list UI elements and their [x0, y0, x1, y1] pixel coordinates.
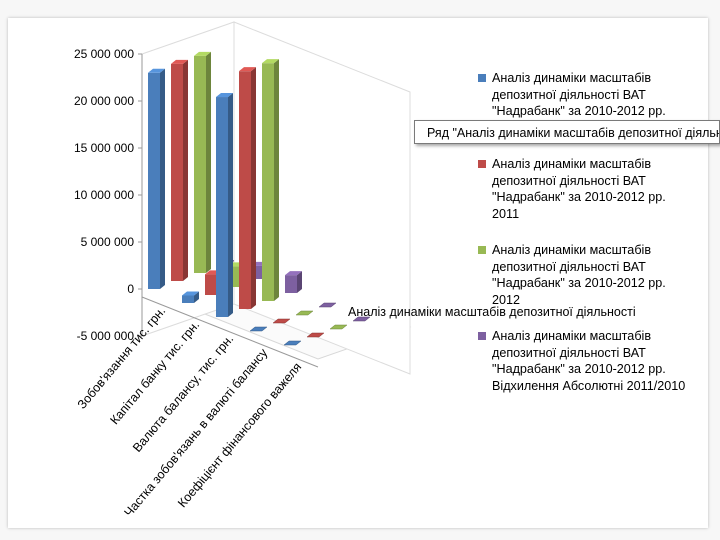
bar-s2-c0 [194, 51, 211, 273]
legend-item-deviation[interactable]: Аналіз динаміки масштабів депозитної дія… [476, 328, 696, 394]
bar-side [194, 291, 199, 303]
bar-side [251, 67, 256, 310]
bar-front [194, 55, 206, 273]
x-axis-line [141, 296, 319, 368]
bar-front [171, 63, 183, 281]
bar-top [239, 67, 256, 72]
y-tick-label: 25 000 000 [74, 47, 134, 61]
bar-front [182, 295, 194, 303]
bar-side [206, 51, 211, 273]
y-tick-label: -5 000 000 [77, 329, 135, 343]
bar-s3-c4 [352, 316, 371, 322]
bar-s3-c2 [285, 271, 302, 293]
bar-flat-marker [249, 326, 268, 332]
bar-side [228, 93, 233, 317]
depth-axis-label: Аналіз динаміки масштабів депозитної дія… [348, 305, 636, 319]
legend-swatch-purple [478, 332, 486, 340]
bar-s1-c4 [306, 332, 325, 338]
bar-side [160, 68, 165, 289]
bar-s0-c4 [283, 340, 302, 346]
bar-s0-c2 [216, 93, 233, 317]
bar-top [194, 51, 211, 56]
bar-s0-c3 [249, 326, 268, 332]
bar-front [216, 97, 228, 317]
bar-flat-marker [283, 340, 302, 346]
bar-front [262, 63, 274, 302]
bar-top [262, 59, 279, 64]
bar-s1-c0 [171, 59, 188, 281]
bar-s0-c1 [182, 291, 199, 303]
legend-label: Аналіз динаміки масштабів депозитної дія… [492, 157, 666, 221]
bar-side [183, 59, 188, 281]
y-tick-label: 15 000 000 [74, 141, 134, 155]
bar-s1-c2 [239, 67, 256, 310]
legend-swatch-green [478, 246, 486, 254]
bar-front [205, 274, 217, 295]
bar-front [285, 275, 297, 293]
x-tick-label: Зобов'язання тис. грн. [75, 304, 169, 412]
bar-flat-marker [306, 332, 325, 338]
legend-label: Аналіз динаміки масштабів депозитної дія… [492, 329, 686, 393]
bar-top [148, 68, 165, 73]
legend-item-2011[interactable]: Аналіз динаміки масштабів депозитної дія… [476, 156, 696, 222]
bar-s2-c4 [329, 324, 348, 330]
bar-top [182, 291, 199, 296]
y-tick-label: 20 000 000 [74, 94, 134, 108]
bar-flat-marker [352, 316, 371, 322]
bar-front [148, 72, 160, 289]
bar-flat-marker [329, 324, 348, 330]
bar-side [274, 59, 279, 302]
bar-top [285, 271, 302, 276]
bar-flat-marker [318, 302, 337, 308]
bar-flat-marker [272, 318, 291, 324]
legend-item-2012[interactable]: Аналіз динаміки масштабів депозитної дія… [476, 242, 696, 308]
bar-side [297, 271, 302, 293]
bar-s1-c3 [272, 318, 291, 324]
bar-s3-c3 [318, 302, 337, 308]
legend-swatch-blue [478, 74, 486, 82]
bar-top [171, 59, 188, 64]
y-tick-label: 0 [127, 282, 134, 296]
legend-swatch-red [478, 160, 486, 168]
bar-s2-c2 [262, 59, 279, 302]
bar-s0-c0 [148, 68, 165, 289]
bar-s2-c3 [295, 310, 314, 316]
series-tooltip: Ряд "Аналіз динаміки масштабів депозитно… [414, 120, 720, 144]
bar-top [216, 93, 233, 98]
y-tick-label: 5 000 000 [81, 235, 135, 249]
y-tick-label: 10 000 000 [74, 188, 134, 202]
legend-label: Аналіз динаміки масштабів депозитної дія… [492, 243, 666, 307]
bar-flat-marker [295, 310, 314, 316]
bar-front [239, 71, 251, 310]
